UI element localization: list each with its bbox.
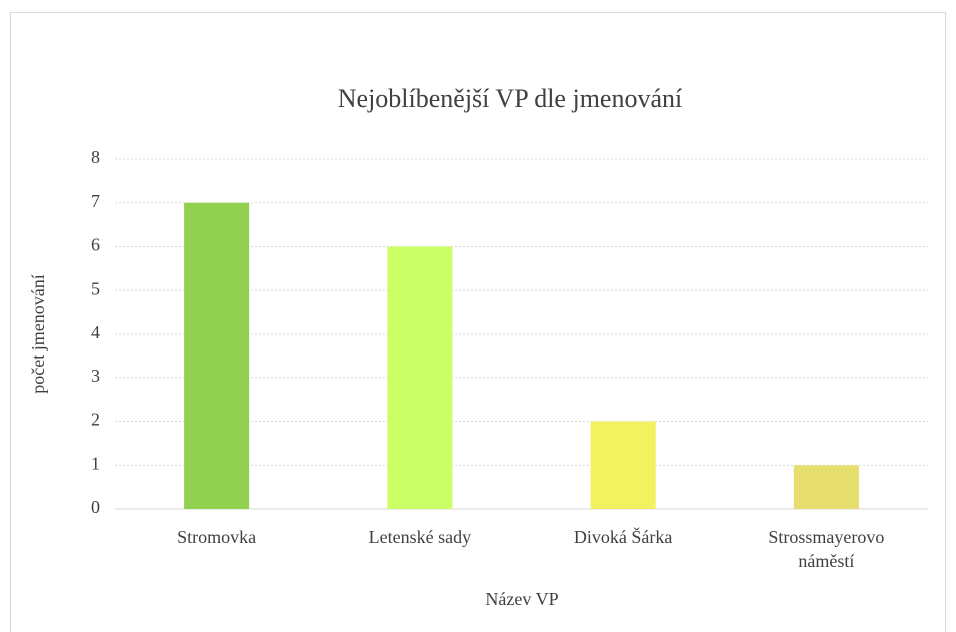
bar: [387, 246, 453, 509]
chart-title: Nejoblíbenější VP dle jmenování: [338, 84, 682, 113]
y-tick-label: 3: [91, 366, 100, 386]
bar: [184, 202, 250, 509]
x-tick-label: Stromovka: [177, 527, 257, 547]
y-tick-label: 5: [91, 278, 100, 298]
y-tick-label: 4: [91, 322, 100, 342]
y-tick-label: 0: [91, 497, 100, 517]
bar: [590, 421, 656, 509]
x-tick-label: Letenské sady: [368, 527, 472, 547]
y-tick-label: 6: [91, 235, 100, 255]
y-tick-label: 1: [91, 453, 100, 473]
x-tick-label: Divoká Šárka: [573, 527, 673, 547]
chart-frame: [10, 12, 946, 632]
y-tick-label: 2: [91, 410, 100, 430]
y-axis-label: počet jmenování: [28, 274, 48, 393]
y-tick-label: 8: [91, 147, 100, 167]
y-tick-label: 7: [91, 191, 100, 211]
bar: [793, 465, 859, 509]
x-axis-label: Název VP: [485, 589, 558, 609]
x-tick-label: Strossmayerovo náměstí: [768, 527, 885, 571]
